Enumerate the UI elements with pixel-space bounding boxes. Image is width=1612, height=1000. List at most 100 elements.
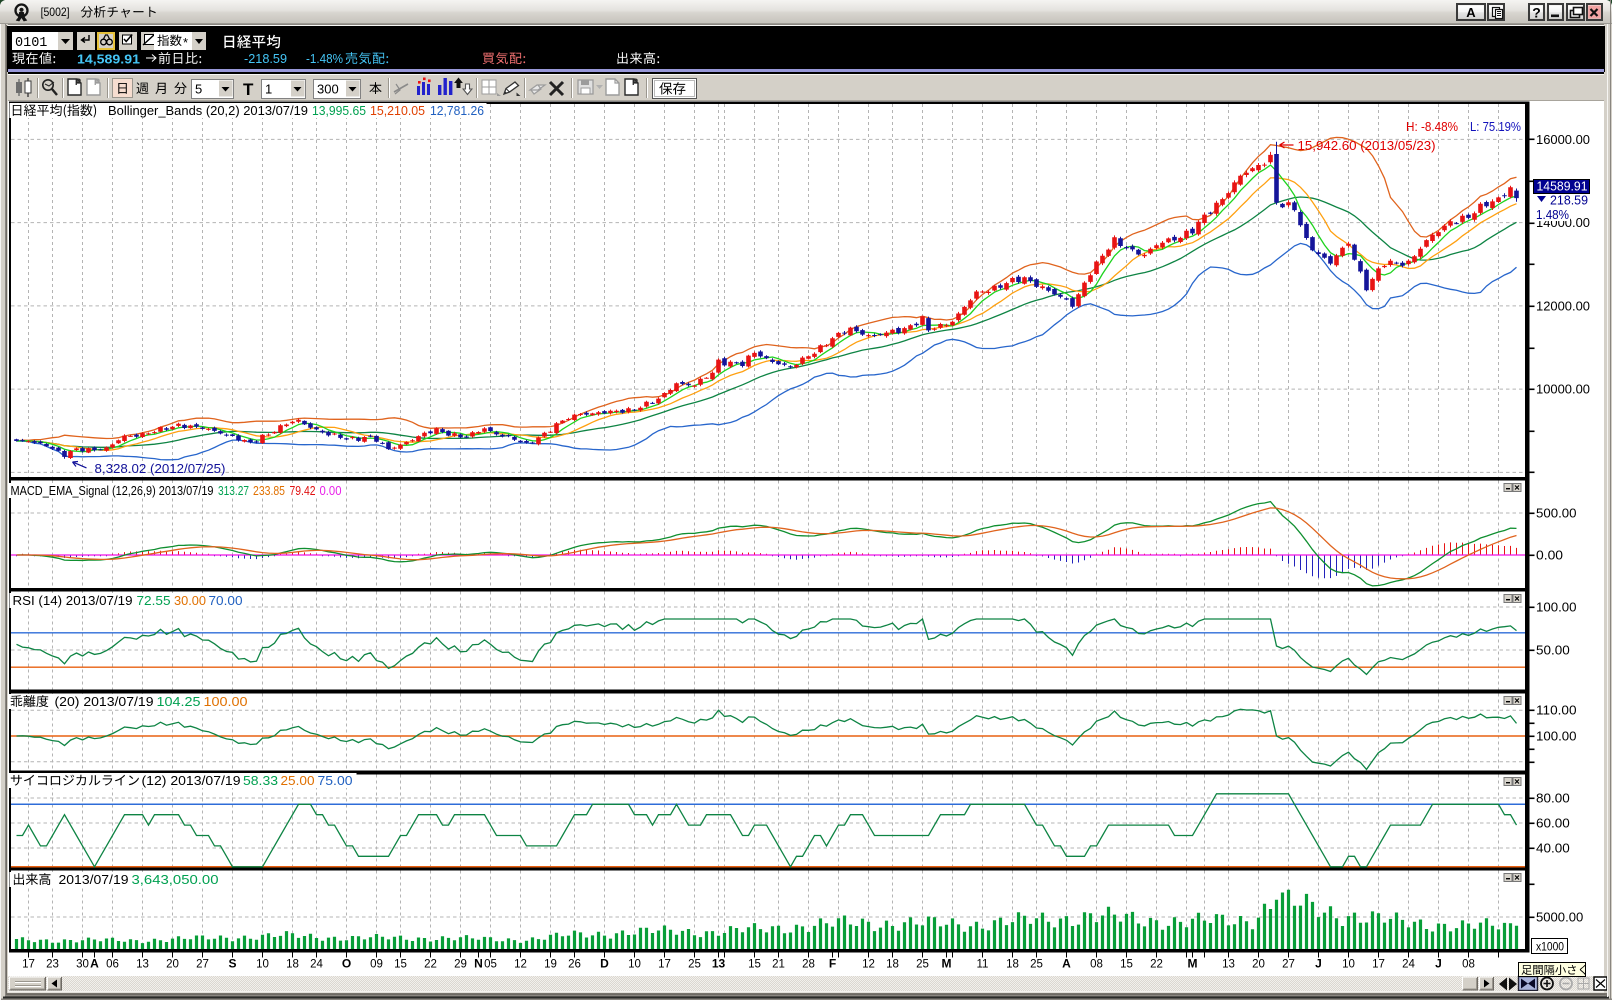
svg-text:25: 25 <box>916 959 929 971</box>
svg-text:300: 300 <box>317 82 339 97</box>
svg-text:J: J <box>1435 957 1442 971</box>
svg-text:24: 24 <box>310 959 323 971</box>
svg-text:05: 05 <box>484 959 497 971</box>
svg-text:80.00: 80.00 <box>1536 791 1570 806</box>
svg-text:F: F <box>829 957 836 971</box>
svg-text:18: 18 <box>1006 959 1019 971</box>
svg-text:22: 22 <box>1150 959 1163 971</box>
svg-text:0.00: 0.00 <box>1536 548 1563 563</box>
svg-text:13: 13 <box>1222 959 1235 971</box>
svg-text:[5002]: [5002] <box>41 5 70 19</box>
svg-text:18: 18 <box>286 959 299 971</box>
svg-text:x1000: x1000 <box>1536 940 1564 954</box>
svg-text:M: M <box>1188 957 1198 971</box>
svg-text:15: 15 <box>748 959 761 971</box>
svg-text:25: 25 <box>688 959 701 971</box>
svg-text:100.00: 100.00 <box>1536 729 1577 744</box>
svg-text:10: 10 <box>256 959 269 971</box>
svg-text:17: 17 <box>658 959 671 971</box>
svg-text:40.00: 40.00 <box>1536 841 1570 856</box>
svg-text:1: 1 <box>265 82 272 97</box>
svg-text:MACD_EMA_Signal (12,26,9) 2013: MACD_EMA_Signal (12,26,9) 2013/07/19 <box>11 484 214 498</box>
svg-text:14589.91: 14589.91 <box>1537 180 1588 194</box>
svg-text:30: 30 <box>76 959 89 971</box>
svg-text:27: 27 <box>1282 959 1295 971</box>
svg-text:H: -8.48%: H: -8.48% <box>1406 120 1458 134</box>
svg-text:29: 29 <box>454 959 467 971</box>
svg-text:O: O <box>342 957 351 971</box>
svg-text:27: 27 <box>196 959 209 971</box>
svg-text:?: ? <box>1532 5 1541 21</box>
svg-text:60.00: 60.00 <box>1536 816 1570 831</box>
svg-text:50.00: 50.00 <box>1536 643 1570 658</box>
svg-text:20: 20 <box>1252 959 1265 971</box>
svg-text:233.85: 233.85 <box>253 484 285 498</box>
svg-text:13,995.65: 13,995.65 <box>312 104 366 118</box>
svg-text:16000.00: 16000.00 <box>1536 132 1590 147</box>
svg-text:*: * <box>183 35 188 50</box>
svg-text:5000.00: 5000.00 <box>1536 910 1583 925</box>
svg-text:1.48%: 1.48% <box>1536 207 1569 222</box>
svg-text:22: 22 <box>424 959 437 971</box>
svg-text:26: 26 <box>568 959 581 971</box>
svg-text:11: 11 <box>977 959 989 971</box>
svg-text:0101: 0101 <box>15 36 47 51</box>
svg-text:15,942.60 (2013/05/23): 15,942.60 (2013/05/23) <box>1298 139 1436 153</box>
svg-text:75.00: 75.00 <box>318 774 353 788</box>
svg-text:25.00: 25.00 <box>281 774 315 788</box>
svg-text:15,210.05: 15,210.05 <box>370 104 425 118</box>
svg-text:A: A <box>1062 957 1071 971</box>
svg-text:18: 18 <box>886 959 899 971</box>
svg-text:0.00: 0.00 <box>320 484 342 498</box>
svg-text:A: A <box>1466 5 1476 20</box>
svg-text:79.42: 79.42 <box>290 484 316 498</box>
svg-text:313.27: 313.27 <box>218 484 249 498</box>
svg-text:110.00: 110.00 <box>1536 703 1577 718</box>
svg-text:12: 12 <box>862 959 875 971</box>
svg-text:08: 08 <box>1462 959 1475 971</box>
svg-text:-218.59: -218.59 <box>244 52 287 66</box>
svg-text:100.00: 100.00 <box>204 695 248 709</box>
svg-text:RSI (14) 2013/07/19: RSI (14) 2013/07/19 <box>13 594 133 608</box>
svg-text:15: 15 <box>1120 959 1133 971</box>
svg-text:P: P <box>94 77 100 87</box>
svg-text:12: 12 <box>514 959 527 971</box>
svg-text:06: 06 <box>106 959 119 971</box>
svg-text:10: 10 <box>1342 959 1355 971</box>
svg-text:218.59: 218.59 <box>1550 193 1588 208</box>
svg-text:2013/07/19: 2013/07/19 <box>59 873 129 887</box>
svg-text:100.00: 100.00 <box>1536 600 1577 615</box>
svg-text:-1.48%: -1.48% <box>306 52 343 66</box>
svg-text:17: 17 <box>22 959 35 971</box>
svg-text:3,643,050.00: 3,643,050.00 <box>132 873 219 887</box>
svg-text:24: 24 <box>1402 959 1415 971</box>
svg-text:21: 21 <box>772 959 785 971</box>
svg-text:23: 23 <box>46 959 59 971</box>
svg-text:104.25: 104.25 <box>157 695 201 709</box>
svg-text:19: 19 <box>544 959 557 971</box>
svg-text:T: T <box>243 80 254 99</box>
svg-text:09: 09 <box>370 959 383 971</box>
svg-text:30.00: 30.00 <box>174 594 206 608</box>
svg-text:Bollinger_Bands (20,2) 2013/07: Bollinger_Bands (20,2) 2013/07/19 <box>108 104 308 118</box>
svg-text:5: 5 <box>195 82 202 97</box>
svg-text:10: 10 <box>628 959 641 971</box>
svg-text:S: S <box>228 957 236 971</box>
svg-text:13: 13 <box>136 959 149 971</box>
svg-text:(12) 2013/07/19: (12) 2013/07/19 <box>142 774 241 788</box>
svg-text:8,328.02 (2012/07/25): 8,328.02 (2012/07/25) <box>95 462 226 476</box>
svg-text:(20) 2013/07/19: (20) 2013/07/19 <box>55 695 154 709</box>
svg-text:N: N <box>474 957 483 971</box>
svg-text:08: 08 <box>1090 959 1103 971</box>
svg-text:58.33: 58.33 <box>243 774 278 788</box>
svg-text:P: P <box>75 77 81 87</box>
svg-text:15: 15 <box>394 959 407 971</box>
svg-text:17: 17 <box>1372 959 1385 971</box>
svg-text:500.00: 500.00 <box>1536 506 1577 521</box>
svg-text:72.55: 72.55 <box>137 594 171 608</box>
svg-text:D: D <box>600 957 609 971</box>
svg-text:13: 13 <box>712 957 726 971</box>
svg-text:28: 28 <box>802 959 815 971</box>
svg-text:12,781.26: 12,781.26 <box>430 104 484 118</box>
svg-text:20: 20 <box>166 959 179 971</box>
